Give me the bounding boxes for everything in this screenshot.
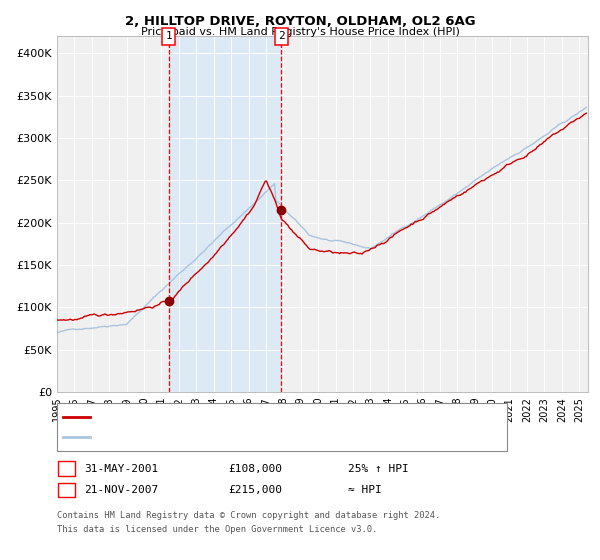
Text: £108,000: £108,000 [228, 464, 282, 474]
Text: 2, HILLTOP DRIVE, ROYTON, OLDHAM, OL2 6AG (detached house): 2, HILLTOP DRIVE, ROYTON, OLDHAM, OL2 6A… [94, 412, 419, 422]
Text: 1: 1 [166, 31, 172, 41]
Text: This data is licensed under the Open Government Licence v3.0.: This data is licensed under the Open Gov… [57, 525, 377, 534]
Text: ≈ HPI: ≈ HPI [348, 485, 382, 495]
Text: 2: 2 [63, 485, 70, 495]
Text: HPI: Average price, detached house, Oldham: HPI: Average price, detached house, Oldh… [94, 432, 318, 442]
Text: 2, HILLTOP DRIVE, ROYTON, OLDHAM, OL2 6AG: 2, HILLTOP DRIVE, ROYTON, OLDHAM, OL2 6A… [125, 15, 475, 27]
Text: 1: 1 [63, 464, 70, 474]
Text: Price paid vs. HM Land Registry's House Price Index (HPI): Price paid vs. HM Land Registry's House … [140, 27, 460, 37]
Text: 31-MAY-2001: 31-MAY-2001 [84, 464, 158, 474]
Text: Contains HM Land Registry data © Crown copyright and database right 2024.: Contains HM Land Registry data © Crown c… [57, 511, 440, 520]
Text: 21-NOV-2007: 21-NOV-2007 [84, 485, 158, 495]
Text: 25% ↑ HPI: 25% ↑ HPI [348, 464, 409, 474]
Text: 2: 2 [278, 31, 285, 41]
Bar [169, 36, 281, 392]
Text: £215,000: £215,000 [228, 485, 282, 495]
